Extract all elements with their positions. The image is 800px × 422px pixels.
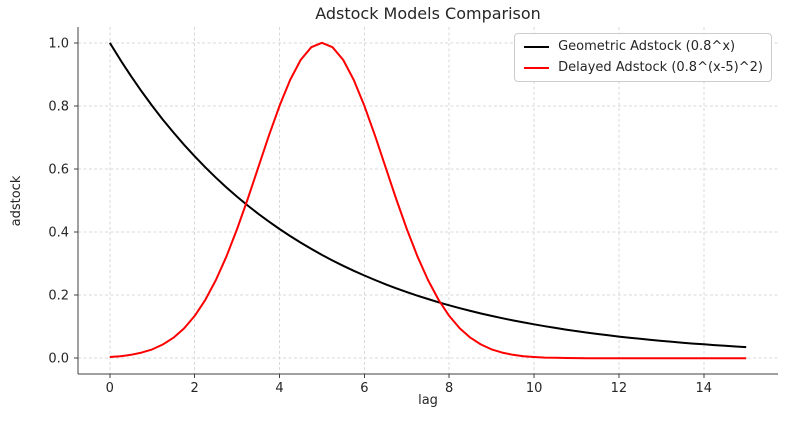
x-tick-label: 6 xyxy=(360,381,368,396)
x-tick-label: 2 xyxy=(191,381,199,396)
y-axis-label: adstock xyxy=(9,175,24,226)
y-tick-label: 0.0 xyxy=(48,352,69,367)
x-tick-label: 12 xyxy=(611,381,628,396)
y-tick-label: 1.0 xyxy=(48,36,69,51)
legend-label-delayed: Delayed Adstock (0.8^(x-5)^2) xyxy=(558,60,763,75)
series-layer xyxy=(108,41,747,360)
y-tick-label: 0.4 xyxy=(48,226,69,241)
legend: Geometric Adstock (0.8^x) Delayed Adstoc… xyxy=(514,33,772,82)
legend-label-geometric: Geometric Adstock (0.8^x) xyxy=(558,39,736,54)
y-tick-label: 0.2 xyxy=(48,289,69,304)
chart-title: Adstock Models Comparison xyxy=(315,4,541,23)
series-line-delayed-adstock xyxy=(109,41,747,360)
legend-item-geometric-adstock: Geometric Adstock (0.8^x) xyxy=(524,39,763,55)
x-tick-label: 8 xyxy=(445,381,453,396)
x-tick-label: 14 xyxy=(696,381,713,396)
x-tick-label: 0 xyxy=(106,381,114,396)
legend-line-sample-geometric-icon xyxy=(524,46,550,48)
legend-item-delayed-adstock: Delayed Adstock (0.8^(x-5)^2) xyxy=(524,60,763,76)
x-tick-label: 10 xyxy=(526,381,543,396)
y-tick-label: 0.6 xyxy=(48,163,69,178)
x-tick-label: 4 xyxy=(275,381,283,396)
series-line-geometric-adstock xyxy=(108,42,747,349)
axes-layer: 0 2 4 6 8 10 12 14 0.0 0.2 0.4 0.6 0.8 1.0 xyxy=(48,27,778,396)
legend-line-sample-delayed-icon xyxy=(524,67,550,69)
x-axis-label: lag xyxy=(418,393,438,408)
y-tick-label: 0.8 xyxy=(48,99,69,114)
